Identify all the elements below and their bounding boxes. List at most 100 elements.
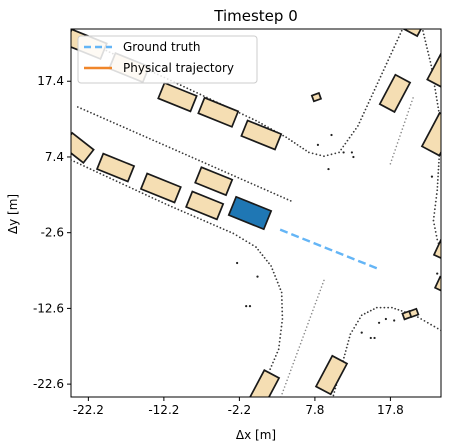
road-boundary <box>280 279 325 397</box>
road-boundary-point <box>201 160 204 163</box>
road-boundary-point <box>155 140 158 143</box>
road-boundary-point <box>427 54 430 56</box>
road-boundary-point <box>425 43 428 46</box>
road-boundary-point <box>274 355 277 357</box>
road-boundary-point <box>99 172 102 175</box>
road-boundary-point <box>292 362 295 365</box>
road-boundary-point <box>399 33 402 35</box>
road-boundary-point <box>131 187 134 190</box>
road-boundary-point <box>274 275 276 277</box>
road-boundary-point <box>323 155 325 158</box>
road-boundary-point <box>280 329 282 332</box>
road-boundary-point <box>331 401 333 403</box>
road-boundary-point <box>437 106 440 109</box>
road-boundary-point <box>276 281 279 284</box>
road-boundary-point <box>400 131 402 134</box>
road-boundary-point <box>390 159 393 162</box>
road-boundary-point <box>183 85 185 88</box>
vehicle-box <box>194 166 234 197</box>
road-boundary-point <box>247 181 250 184</box>
road-boundary-point <box>245 115 248 117</box>
road-boundary-point <box>154 198 157 201</box>
road-boundary-point <box>308 319 311 322</box>
road-boundary-point <box>242 238 244 241</box>
map-point <box>350 151 353 154</box>
vehicle-box <box>197 96 240 128</box>
road-boundary-point <box>185 153 187 156</box>
map-point <box>393 319 396 322</box>
vehicle-box <box>420 111 441 157</box>
road-boundary-point <box>161 201 164 204</box>
road-boundary-point <box>381 72 383 75</box>
road-boundary-point <box>258 121 260 124</box>
road-boundary-point <box>436 238 439 241</box>
road-boundary-point <box>276 351 279 354</box>
road-boundary-point <box>142 134 145 137</box>
road-boundary-point <box>280 295 283 298</box>
road-boundary-point <box>240 178 243 181</box>
road-boundary-point <box>105 175 108 178</box>
road-boundary-point <box>109 120 112 123</box>
road-boundary-point <box>394 149 396 151</box>
road-boundary-point <box>214 166 217 169</box>
road-boundary-point <box>177 208 180 211</box>
road-boundary-point <box>437 109 440 112</box>
road-boundary-point <box>76 106 79 108</box>
road-boundary-point <box>424 40 427 43</box>
road-boundary-point <box>291 366 293 368</box>
road-boundary-point <box>200 218 202 221</box>
road-boundary-point <box>437 165 440 168</box>
road-boundary-point <box>298 346 301 348</box>
road-boundary-point <box>318 292 320 295</box>
road-boundary-point <box>416 316 419 319</box>
road-boundary-point <box>144 193 147 196</box>
road-boundary-point <box>321 282 324 285</box>
road-boundary-point <box>165 145 168 147</box>
road-boundary-point <box>96 114 99 117</box>
road-boundary-point <box>437 175 439 178</box>
road-boundary-point <box>397 138 400 141</box>
road-boundary-point <box>346 343 349 346</box>
road-boundary-point <box>76 162 79 164</box>
road-boundary-point <box>285 382 287 385</box>
road-boundary-point <box>180 210 183 212</box>
road-boundary-point <box>317 296 319 298</box>
road-boundary-point <box>152 139 155 142</box>
road-boundary-point <box>109 177 111 180</box>
vehicle-box <box>408 307 420 319</box>
road-boundary-point <box>278 340 281 343</box>
road-boundary-point <box>297 349 299 352</box>
legend-label: Physical trajectory <box>123 61 234 75</box>
road-boundary-point <box>340 148 343 151</box>
road-boundary-point <box>429 61 432 63</box>
road-boundary-point <box>132 130 135 133</box>
map-point <box>248 305 252 308</box>
road-boundary-point <box>293 142 296 144</box>
road-boundary-point <box>379 306 382 309</box>
map-point <box>436 272 439 275</box>
legend: Ground truth Physical trajectory <box>77 35 258 84</box>
road-boundary-point <box>281 392 283 395</box>
road-boundary-point <box>266 189 269 192</box>
road-boundary-point <box>426 321 429 324</box>
legend-label: Ground truth <box>123 40 201 54</box>
road-boundary-point <box>435 234 438 237</box>
road-boundary-point <box>366 311 369 314</box>
map-point <box>256 275 259 278</box>
road-boundary-point <box>112 178 115 181</box>
vehicle-box <box>71 131 95 164</box>
x-axis-ticks: -22.2 -12.2 -2.2 7.8 17.8 <box>73 397 404 417</box>
road-boundary-point <box>423 320 426 322</box>
road-boundary-point <box>261 254 264 257</box>
road-boundary-point <box>438 158 440 161</box>
road-boundary-point <box>391 49 394 52</box>
road-boundary-point <box>334 152 337 155</box>
road-boundary-point <box>193 215 196 218</box>
road-boundary-point <box>435 95 438 98</box>
road-boundary-point <box>394 307 397 310</box>
road-boundary-point <box>280 299 283 301</box>
road-boundary-point <box>315 153 318 156</box>
road-boundary-point <box>402 124 405 127</box>
road-boundary-point <box>395 145 398 148</box>
road-boundary-point <box>436 182 439 185</box>
